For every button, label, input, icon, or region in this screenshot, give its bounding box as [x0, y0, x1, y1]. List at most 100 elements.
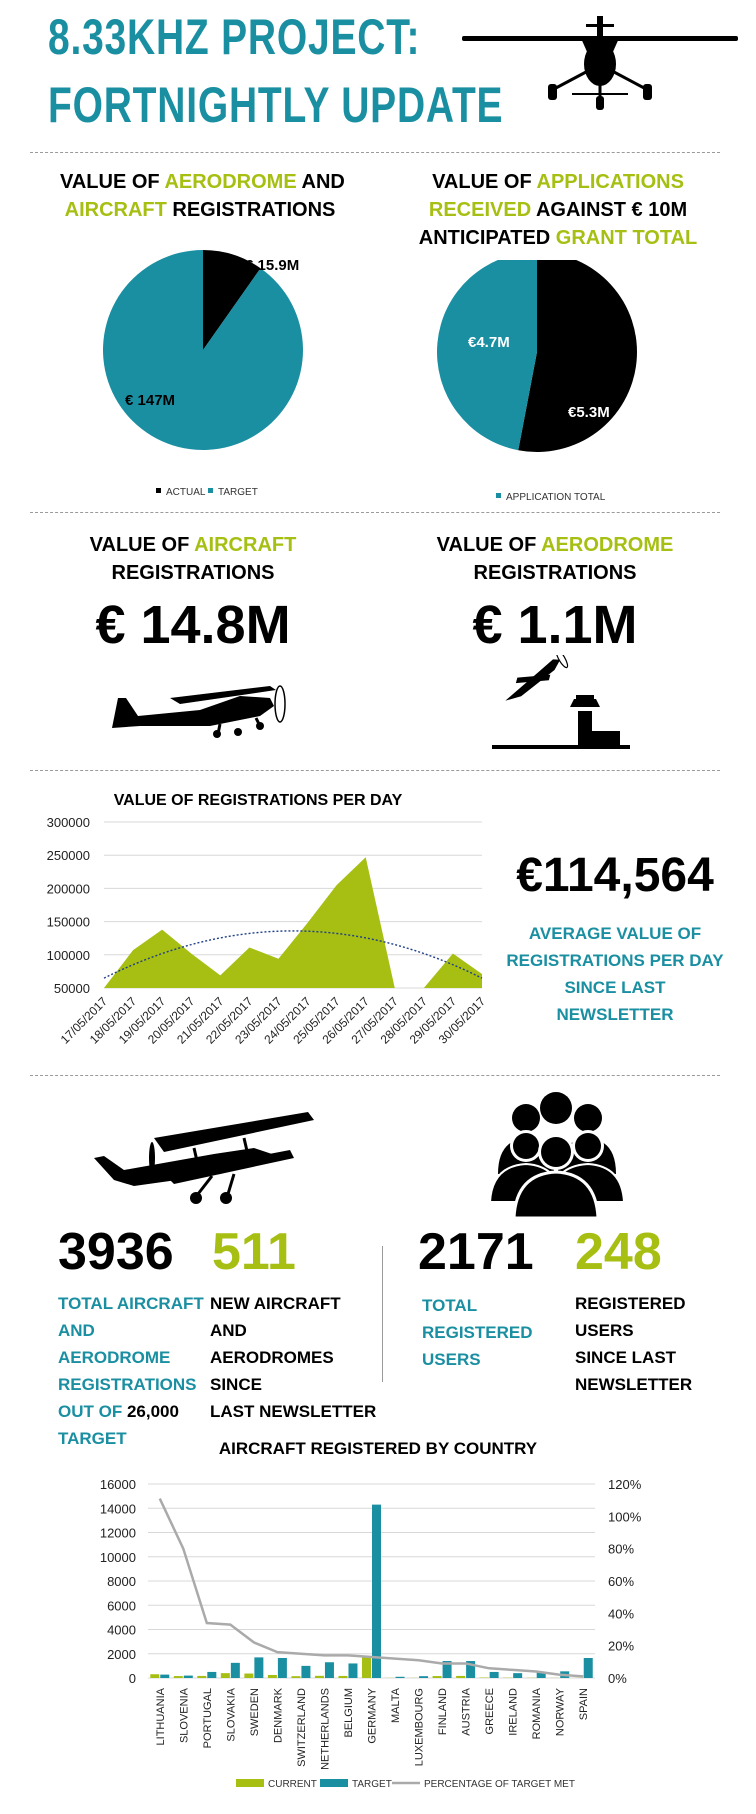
y2-tick-label: 100%	[608, 1509, 642, 1524]
total-users-count: 2171	[418, 1223, 534, 1281]
total-aircraft-label-target: TARGET	[58, 1429, 127, 1448]
new-users-label-line2: SINCE LAST	[575, 1348, 677, 1367]
bar-target	[442, 1661, 452, 1678]
bar-current	[362, 1656, 371, 1678]
pie2-heading-applications: APPLICATIONS	[536, 171, 684, 193]
bar-target	[183, 1675, 193, 1678]
legend-swatch	[156, 488, 161, 493]
bar-current	[267, 1674, 277, 1678]
pie-slice	[203, 250, 261, 350]
y-tick-label: 100000	[47, 948, 90, 963]
stats-vertical-divider	[382, 1246, 383, 1382]
new-aircraft-count: 511	[212, 1223, 296, 1281]
total-aircraft-count: 3936	[58, 1223, 174, 1281]
pie-data-label: €4.7M	[468, 334, 510, 351]
aerodrome-value-heading-registrations: REGISTRATIONS	[473, 562, 637, 584]
pie1-heading-registrations: REGISTRATIONS	[166, 199, 336, 221]
pie1-heading: VALUE OF AERODROME AND AIRCRAFT REGISTRA…	[60, 168, 345, 224]
aircraft-value: € 14.8M	[95, 595, 291, 655]
y-tick-label: 0	[129, 1671, 136, 1686]
new-aircraft-label-line1: NEW AIRCRAFT AND	[210, 1294, 341, 1340]
x-tick-label: ROMANIA	[531, 1687, 543, 1739]
new-aircraft-label-line3: LAST NEWSLETTER	[210, 1402, 377, 1421]
y-tick-label: 200000	[47, 881, 90, 896]
total-aircraft-label-line3: REGISTRATIONS	[58, 1375, 197, 1394]
y-tick-label: 2000	[107, 1647, 136, 1662]
bar-target	[207, 1671, 217, 1678]
pie-slice	[518, 260, 637, 452]
x-tick-label: SLOVENIA	[178, 1687, 190, 1743]
total-aircraft-label: TOTAL AIRCRAFT AND AERODROME REGISTRATIO…	[58, 1290, 208, 1452]
total-users-label: TOTAL REGISTERED USERS	[422, 1292, 572, 1373]
legend-label: ACTUAL	[166, 487, 206, 498]
x-tick-label: SLOVAKIA	[225, 1687, 237, 1741]
bar-target	[489, 1671, 499, 1678]
x-tick-label: PORTUGAL	[202, 1688, 214, 1748]
y-tick-label: 50000	[54, 981, 90, 996]
pie2-heading-against: AGAINST € 10M	[531, 199, 688, 221]
bar-target	[301, 1665, 311, 1678]
trendline	[103, 930, 483, 979]
total-users-label-line1: TOTAL REGISTERED	[422, 1296, 533, 1342]
x-tick-label: FINLAND	[437, 1688, 449, 1735]
bar-target	[254, 1657, 264, 1678]
new-users-label-line1: REGISTERED USERS	[575, 1294, 686, 1340]
pie2-heading-anticipated: ANTICIPATED	[418, 227, 556, 249]
pie2-heading: VALUE OF APPLICATIONS RECEIVED AGAINST €…	[408, 168, 708, 252]
legend-swatch	[208, 488, 213, 493]
average-value-label: AVERAGE VALUE OF REGISTRATIONS PER DAY S…	[505, 920, 725, 1028]
bar-current	[244, 1673, 254, 1678]
bar-current	[456, 1675, 466, 1678]
divider	[30, 770, 720, 771]
y2-tick-label: 120%	[608, 1477, 642, 1492]
chart-title: VALUE OF REGISTRATIONS PER DAY	[114, 792, 403, 809]
divider	[30, 152, 720, 153]
y-tick-label: 8000	[107, 1574, 136, 1589]
bar-target	[395, 1676, 405, 1678]
bar-target	[324, 1662, 334, 1678]
biplane-icon	[94, 1112, 314, 1204]
registrations-per-day-chart: VALUE OF REGISTRATIONS PER DAY 300000 2500…	[47, 792, 489, 1047]
x-tick-label: DENMARK	[272, 1687, 284, 1743]
airplane-top-icon	[462, 16, 738, 110]
aircraft-value-heading-text: VALUE OF	[89, 534, 195, 556]
bar-target	[230, 1662, 240, 1678]
aircraft-value-heading-registrations: REGISTRATIONS	[111, 562, 275, 584]
aerodrome-value-heading-text: VALUE OF	[436, 534, 542, 556]
new-users-label-line3: NEWSLETTER	[575, 1375, 693, 1394]
x-tick-label: GERMANY	[367, 1687, 379, 1743]
pie1-heading-aerodrome: AERODROME	[164, 171, 297, 193]
legend-label-target: TARGET	[352, 1779, 392, 1790]
x-tick-label: LUXEMBOURG	[414, 1688, 426, 1766]
airplane-side-icon	[112, 685, 286, 738]
bar-current	[150, 1674, 160, 1678]
divider	[30, 512, 720, 513]
bar-current	[314, 1675, 324, 1678]
x-tick-label: NETHERLANDS	[319, 1688, 331, 1770]
page-title-line1: 8.33KHZ PROJECT:	[48, 9, 421, 65]
bar-target	[419, 1676, 429, 1678]
pie-chart-registrations: € 15.9M € 147M ACTUAL TARGET	[102, 250, 303, 498]
users-group-icon	[488, 1092, 626, 1220]
y2-tick-label: 60%	[608, 1574, 634, 1589]
pie2-heading-received: RECEIVED	[428, 199, 532, 221]
x-tick-label: LITHUANIA	[155, 1687, 167, 1745]
bar-target	[536, 1672, 546, 1678]
aerodrome-value-heading: VALUE OF AERODROME REGISTRATIONS	[430, 531, 680, 587]
aerodrome-icon	[492, 655, 630, 749]
area-series	[104, 857, 482, 988]
bar-target	[372, 1504, 381, 1678]
x-tick-label: IRELAND	[508, 1688, 520, 1736]
legend-label: APPLICATION TOTAL	[506, 492, 606, 503]
total-aircraft-label-line1: TOTAL AIRCRAFT	[58, 1294, 204, 1313]
pie-slice	[102, 250, 303, 450]
y-tick-label: 12000	[100, 1526, 136, 1541]
x-tick-label: NORWAY	[555, 1687, 567, 1736]
y-tick-label: 16000	[100, 1477, 136, 1492]
total-aircraft-label-line2: AND AERODROME	[58, 1321, 171, 1367]
bar-target	[277, 1657, 287, 1678]
x-tick-label: AUSTRIA	[461, 1687, 473, 1735]
y2-tick-label: 0%	[608, 1671, 627, 1686]
y-tick-label: 10000	[100, 1550, 136, 1565]
x-tick-label: SWITZERLAND	[296, 1688, 308, 1767]
